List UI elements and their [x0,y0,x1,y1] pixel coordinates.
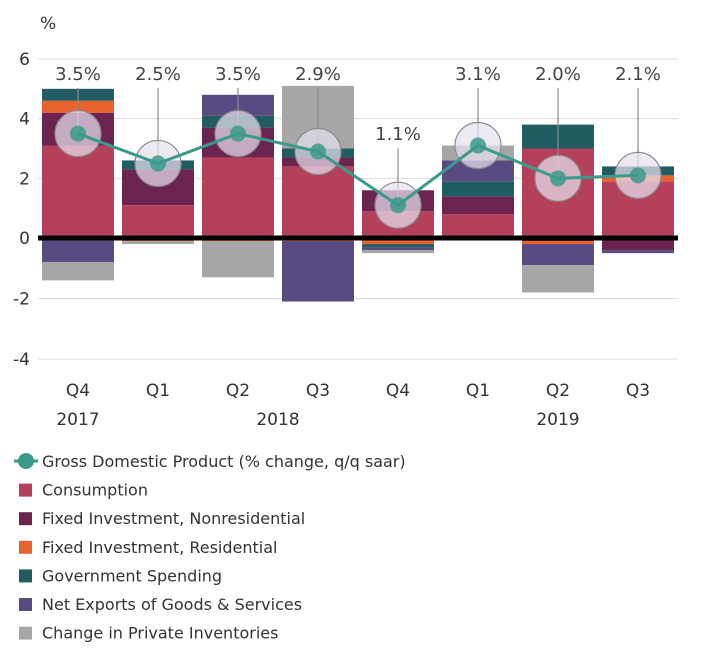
legend-swatch [19,569,32,583]
x-tick-label: Q2 [226,381,250,401]
gdp-point [310,143,326,160]
legend-swatch [19,512,32,526]
gdp-point [550,170,566,187]
x-tick-label: Q4 [66,381,90,401]
gdp-data-label: 1.1% [375,124,421,145]
x-tick-label: Q1 [146,381,170,401]
bar-segment [442,160,514,182]
bar-segment [362,247,434,251]
bar-segment [362,238,434,245]
bar-segment [282,166,354,238]
legend-label: Gross Domestic Product (% change, q/q sa… [42,452,406,471]
x-year-label: 2018 [256,410,299,430]
y-tick-label: 6 [19,50,30,70]
gdp-data-label: 2.1% [615,64,661,85]
gdp-data-label: 2.5% [135,64,181,85]
bar-segment [42,262,114,281]
x-tick-label: Q3 [626,381,650,401]
x-tick-label: Q2 [546,381,570,401]
bar-segment [442,196,514,215]
legend-label: Consumption [42,481,148,500]
axis-layer: 6 4 2 0 -2 -4% Q4 Q1 Q2 Q3 Q4 Q1 Q2 Q3 2017 2018 2019 [13,14,650,430]
y-tick-label: -4 [13,350,30,370]
legend-swatch-marker [18,453,34,469]
legend-swatch [19,483,32,497]
gdp-line [77,132,639,208]
bar-segment [602,250,674,254]
gdp-point [150,155,166,172]
legend-label: Net Exports of Goods & Services [42,595,302,614]
gdp-point [630,167,646,184]
bar-segment [522,244,594,266]
bar-segment [442,214,514,238]
bar-segment [202,241,274,278]
gdp-point [230,125,246,142]
y-tick-label: 2 [19,169,30,189]
gdp-point [470,137,486,154]
y-axis-unit-label: % [40,14,56,34]
bar-segment [42,145,114,238]
bar-segment [282,241,354,302]
bar-segment [122,205,194,238]
gdp-data-label: 3.1% [455,64,501,85]
bar-segment [122,241,194,245]
x-tick-label: Q4 [386,381,410,401]
legend-swatch [19,540,32,554]
legend-layer: Gross Domestic Product (% change, q/q sa… [14,452,406,643]
bar-segment [202,157,274,238]
bar-segment [602,238,674,251]
gdp-point [390,197,406,214]
legend-label: Fixed Investment, Nonresidential [42,509,305,528]
bar-segment [362,250,434,254]
y-tick-label: 0 [19,229,30,249]
legend-label: Change in Private Inventories [42,624,278,643]
y-tick-label: -2 [13,290,30,310]
x-year-label: 2019 [536,410,579,430]
legend-swatch [19,626,32,640]
legend-label: Government Spending [42,566,222,585]
gdp-data-label: 3.5% [55,64,101,85]
x-year-label: 2017 [56,410,99,430]
gdp-data-label: 3.5% [215,64,261,85]
gdp-data-label: 2.0% [535,64,581,85]
legend-swatch [19,598,32,611]
x-tick-label: Q1 [466,381,490,401]
gdp-point [70,125,86,142]
bar-segment [362,244,434,248]
gdp-data-label: 2.9% [295,64,341,85]
y-tick-label: 4 [19,110,30,130]
bar-segment [442,181,514,197]
x-tick-label: Q3 [306,381,330,401]
legend-label: Fixed Investment, Residential [42,538,277,557]
bar-segment [522,241,594,245]
bar-segment [42,238,114,263]
gdp-layer: 3.5% 2.5% 3.5% 2.9% 1.1% 3.1% 2.0% 2.1% [54,64,662,229]
bar-segment [522,265,594,293]
